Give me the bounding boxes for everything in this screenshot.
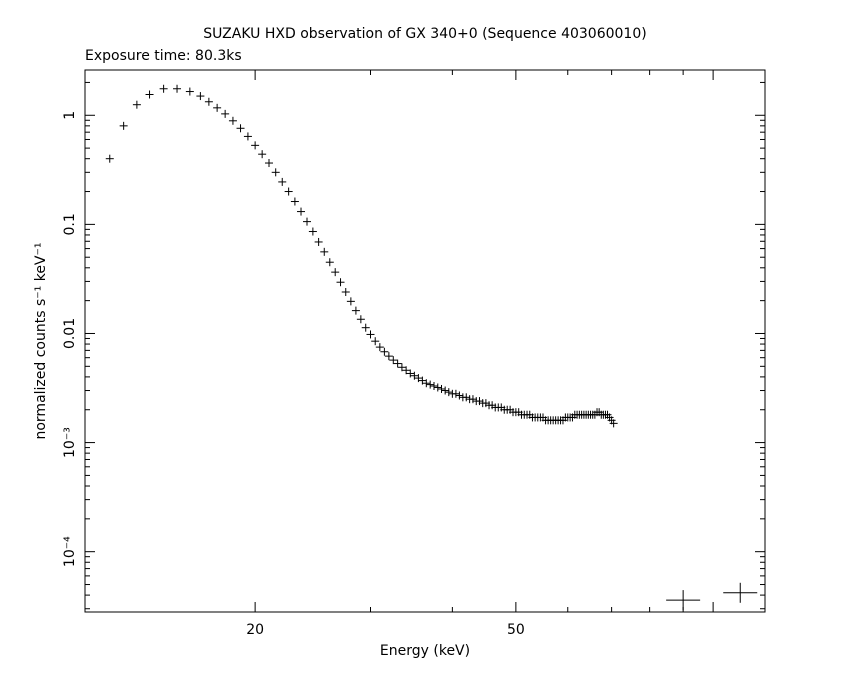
data-point xyxy=(132,100,141,109)
data-point xyxy=(346,297,355,306)
data-point xyxy=(204,97,213,106)
data-point xyxy=(371,337,380,346)
data-point xyxy=(320,247,329,256)
data-point xyxy=(105,154,114,163)
data-point xyxy=(325,258,334,267)
data-point xyxy=(402,366,411,375)
data-point xyxy=(361,323,370,332)
x-axis-label: Energy (keV) xyxy=(380,643,470,659)
data-point xyxy=(380,347,389,356)
chart-title: SUZAKU HXD observation of GX 340+0 (Sequ… xyxy=(203,26,646,42)
data-point xyxy=(366,330,375,339)
data-point xyxy=(290,197,299,206)
data-point xyxy=(451,389,460,398)
y-axis-label: normalized counts s⁻¹ keV⁻¹ xyxy=(33,242,49,439)
data-point xyxy=(284,187,293,196)
data-point xyxy=(297,207,306,216)
data-point xyxy=(303,217,312,226)
y-tick-label: 1 xyxy=(62,111,78,120)
data-point xyxy=(271,168,280,177)
data-point xyxy=(430,382,439,391)
data-point xyxy=(356,315,365,324)
data-point xyxy=(406,369,415,378)
data-point xyxy=(336,278,345,287)
data-point xyxy=(213,103,222,112)
data-point xyxy=(145,90,154,99)
data-point xyxy=(243,132,252,141)
data-point xyxy=(384,352,393,361)
data-point xyxy=(159,84,168,93)
data-point xyxy=(410,371,419,380)
data-point xyxy=(331,268,340,277)
plot-frame xyxy=(84,69,766,613)
data-point xyxy=(221,109,230,118)
data-point xyxy=(258,150,267,159)
y-tick-label: 0.1 xyxy=(62,213,78,235)
data-point xyxy=(185,87,194,96)
data-point xyxy=(308,227,317,236)
data-point xyxy=(236,124,245,133)
data-point xyxy=(173,84,182,93)
chart-subtitle: Exposure time: 80.3ks xyxy=(85,48,242,64)
data-point xyxy=(119,121,128,130)
data-point xyxy=(393,359,402,368)
data-point xyxy=(397,363,406,372)
data-point xyxy=(341,287,350,296)
y-tick-label: 0.01 xyxy=(62,318,78,349)
data-point xyxy=(351,306,360,315)
data-point xyxy=(422,379,431,388)
data-point xyxy=(455,391,464,400)
y-tick-label: 10⁻³ xyxy=(62,427,78,458)
data-point xyxy=(278,177,287,186)
data-point xyxy=(426,380,435,389)
data-point xyxy=(389,356,398,365)
data-point xyxy=(723,582,758,603)
data-point xyxy=(462,393,471,402)
data-point xyxy=(228,116,237,125)
y-tick-label: 10⁻⁴ xyxy=(62,536,78,567)
data-point xyxy=(468,395,477,404)
data-point xyxy=(265,159,274,168)
data-point xyxy=(609,419,618,428)
data-points: 1 0.1 0.01 10⁻³ 10⁻⁴ 20 50 xyxy=(62,84,758,638)
data-point xyxy=(437,384,446,393)
data-point xyxy=(314,237,323,246)
data-point xyxy=(433,383,442,392)
data-point xyxy=(251,141,260,150)
x-tick-label: 50 xyxy=(507,622,525,638)
data-point xyxy=(441,386,450,395)
axis-ticks xyxy=(85,70,765,612)
x-tick-label: 20 xyxy=(246,622,264,638)
data-point xyxy=(475,397,484,406)
data-point xyxy=(196,92,205,101)
data-point xyxy=(666,590,701,611)
data-point xyxy=(444,388,453,397)
data-point xyxy=(375,343,384,352)
